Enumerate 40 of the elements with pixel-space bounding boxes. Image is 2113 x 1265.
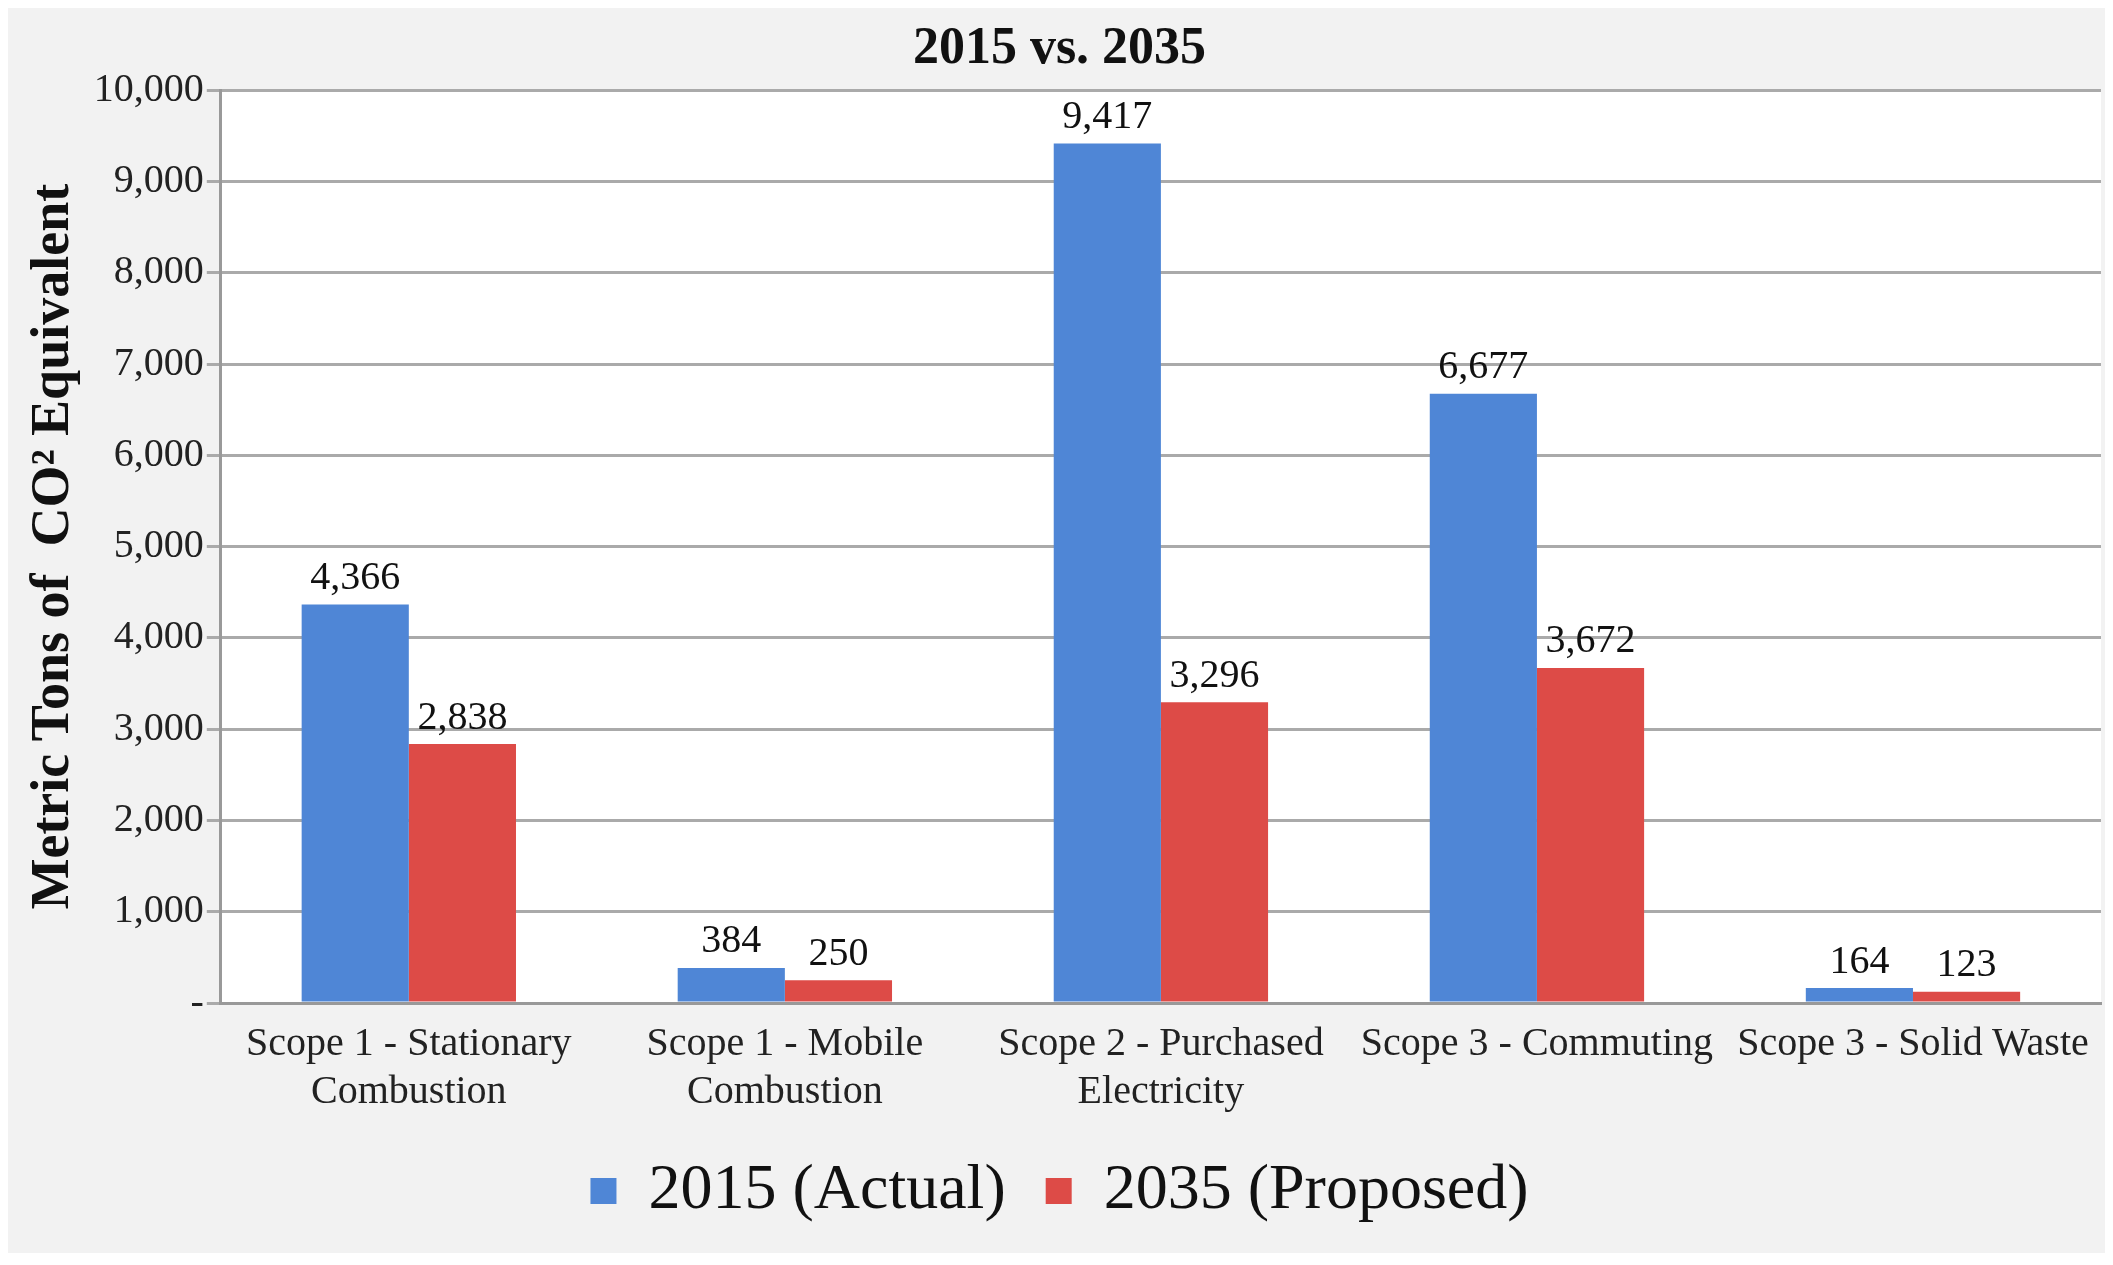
- data-label: 384: [701, 916, 762, 962]
- bar: [1912, 991, 2021, 1002]
- legend-label: 2035 (Proposed): [1103, 1150, 1529, 1222]
- x-tick-label: Scope 3 - Commuting: [1360, 1018, 1714, 1064]
- y-tick-label: 7,000: [113, 338, 204, 384]
- y-tick-label: 3,000: [113, 703, 204, 749]
- y-tick-label: 5,000: [113, 521, 204, 567]
- y-tick-label: 2,000: [113, 794, 204, 840]
- data-label: 9,417: [1062, 92, 1153, 138]
- y-tick-label: 8,000: [113, 247, 204, 293]
- data-label: 2,838: [417, 692, 508, 738]
- bar: [784, 980, 893, 1002]
- data-label: 3,672: [1545, 616, 1636, 662]
- x-tick-label: Scope 1 - Mobile Combustion: [646, 1018, 924, 1112]
- bar: [1536, 667, 1645, 1002]
- y-tick-label: 10,000: [93, 64, 204, 110]
- y-tick-label: 4,000: [113, 612, 204, 658]
- bar: [1053, 143, 1161, 1002]
- bar: [1160, 702, 1269, 1002]
- bar: [301, 604, 409, 1002]
- bar: [1805, 988, 1913, 1002]
- x-tick-label: Scope 1 - Stationary Combustion: [246, 1018, 572, 1112]
- bar: [408, 744, 516, 1002]
- data-label: 3,296: [1169, 650, 1260, 696]
- chart-title: 2015 vs. 2035: [912, 16, 1207, 74]
- data-label: 4,366: [310, 553, 401, 599]
- bar: [677, 967, 785, 1002]
- data-label: 164: [1829, 936, 1890, 982]
- y-tick-label: -: [190, 977, 204, 1023]
- y-tick-label: 6,000: [113, 429, 204, 475]
- x-tick-label: Scope 3 - Solid Waste: [1737, 1018, 2089, 1064]
- data-label: 250: [808, 928, 869, 974]
- y-tick-label: 1,000: [113, 886, 204, 932]
- x-tick-label: Scope 2 - Purchased Electricity: [998, 1018, 1324, 1112]
- y-axis-title: Metric Tons of CO² Equivalent: [20, 183, 81, 910]
- data-label: 123: [1936, 940, 1997, 986]
- data-label: 6,677: [1438, 342, 1529, 388]
- y-tick-label: 9,000: [113, 156, 204, 202]
- bar: [1429, 393, 1537, 1002]
- legend-label: 2015 (Actual): [648, 1150, 1006, 1222]
